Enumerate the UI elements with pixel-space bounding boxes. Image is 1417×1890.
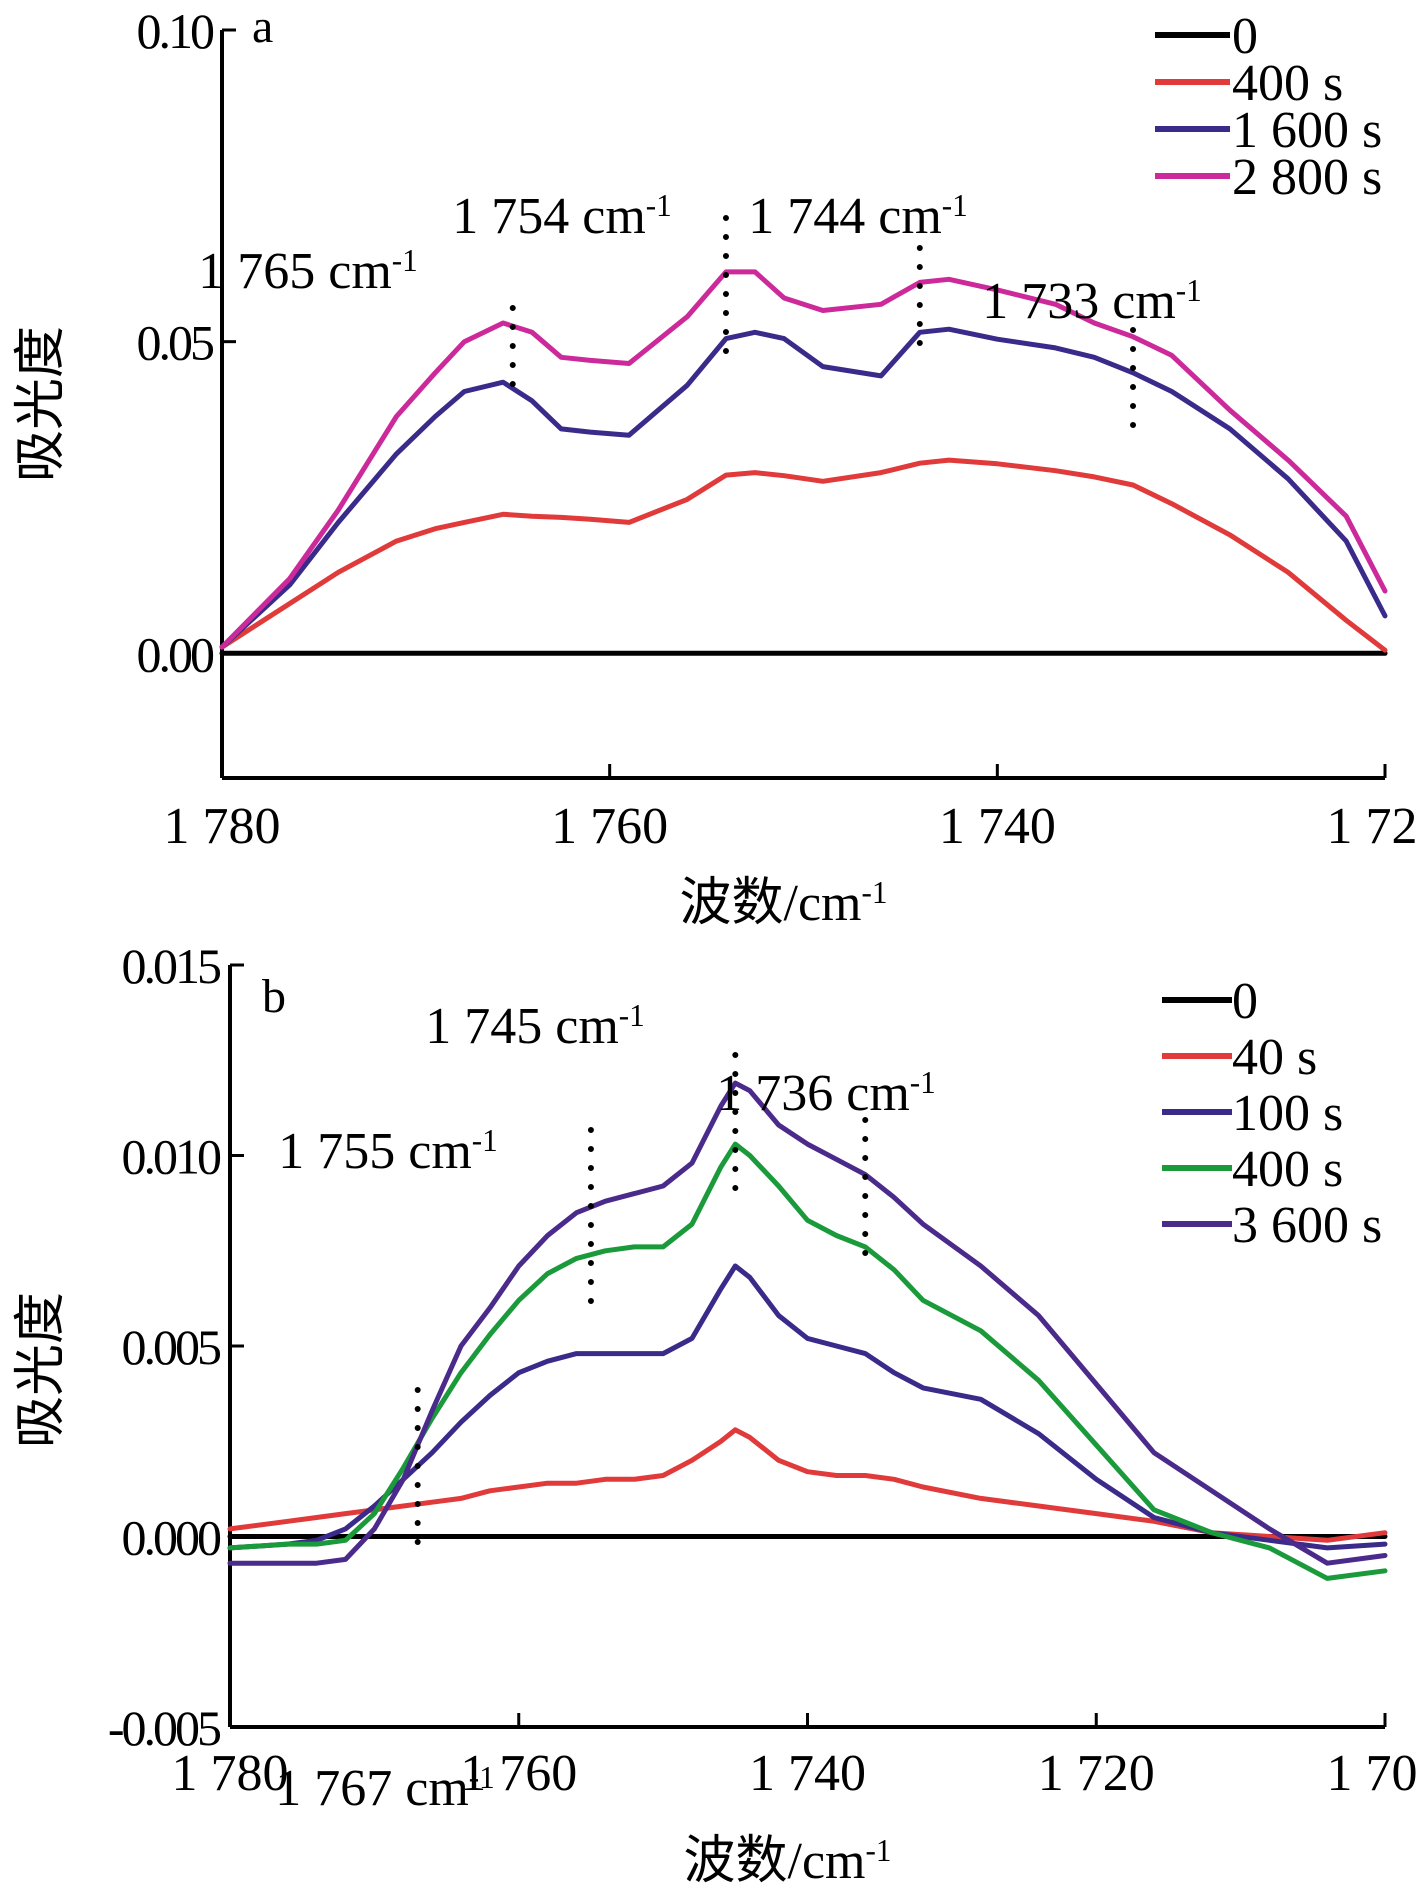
panel-label: a: [252, 0, 273, 53]
series-line: [227, 1080, 1388, 1566]
y-tick-label: 0.00: [137, 626, 215, 682]
y-tick-label: 0.010: [122, 1129, 222, 1185]
peak-label: 1 767 cm-1: [275, 1760, 495, 1818]
legend-label: 0: [1232, 8, 1258, 65]
series-line: [227, 1427, 1388, 1543]
x-axis-label: 波数/cm-1: [680, 875, 888, 933]
x-tick-label: 1 760: [551, 798, 668, 855]
peak-label: 1 733 cm-1: [982, 273, 1202, 331]
panel-a: 0.00 0.05 0.10 1 780 1 760 1 740 1 720 吸光度波数/cm…: [13, 0, 1417, 932]
x-tick-label: 1 760: [460, 1745, 577, 1802]
x-tick-label: 1 720: [1327, 798, 1417, 855]
y-axis-label: 吸光度: [13, 326, 70, 482]
x-axis-label: 波数/cm-1: [684, 1833, 892, 1890]
legend-label: 400 s: [1232, 55, 1343, 112]
legend-label: 1 600 s: [1232, 102, 1382, 159]
series-line: [219, 269, 1388, 650]
series-line: [227, 1141, 1388, 1581]
x-tick-label: 1 740: [749, 1745, 866, 1802]
legend-label: 400 s: [1232, 1141, 1343, 1198]
y-axis-label: 吸光度: [13, 1292, 70, 1448]
legend-label: 0: [1232, 973, 1258, 1030]
peak-label: 1 744 cm-1: [748, 188, 968, 246]
y-tick-label: 0.015: [122, 938, 222, 994]
y-tick-label: 0.000: [122, 1510, 222, 1566]
y-tick-label: -0.005: [108, 1700, 221, 1756]
legend-label: 3 600 s: [1232, 1197, 1382, 1254]
y-tick-label: 0.005: [122, 1319, 222, 1375]
peak-label: 1 736 cm-1: [716, 1065, 936, 1123]
series-line: [219, 457, 1388, 653]
peak-label: 1 745 cm-1: [425, 998, 645, 1056]
y-tick-label: 0.10: [137, 3, 215, 59]
legend-label: 100 s: [1232, 1085, 1343, 1142]
x-tick-label: 1 780: [164, 798, 281, 855]
x-tick-label: 1 780: [172, 1745, 289, 1802]
panel-b: -0.005 0.000 0.005 0.010 0.015 1 780 1 760 1 74…: [13, 938, 1417, 1890]
x-tick-label: 1 720: [1038, 1745, 1155, 1802]
x-tick-label: 1 740: [939, 798, 1056, 855]
peak-label: 1 754 cm-1: [452, 188, 672, 246]
series-line: [227, 1263, 1388, 1551]
x-tick-label: 1 700: [1327, 1745, 1417, 1802]
series-line: [219, 326, 1388, 650]
legend-label: 2 800 s: [1232, 149, 1382, 206]
y-tick-label: 0.05: [137, 315, 215, 371]
panel-label: b: [262, 970, 286, 1023]
peak-label: 1 755 cm-1: [278, 1123, 498, 1181]
peak-label: 1 765 cm-1: [198, 243, 418, 301]
legend-label: 40 s: [1232, 1029, 1317, 1086]
